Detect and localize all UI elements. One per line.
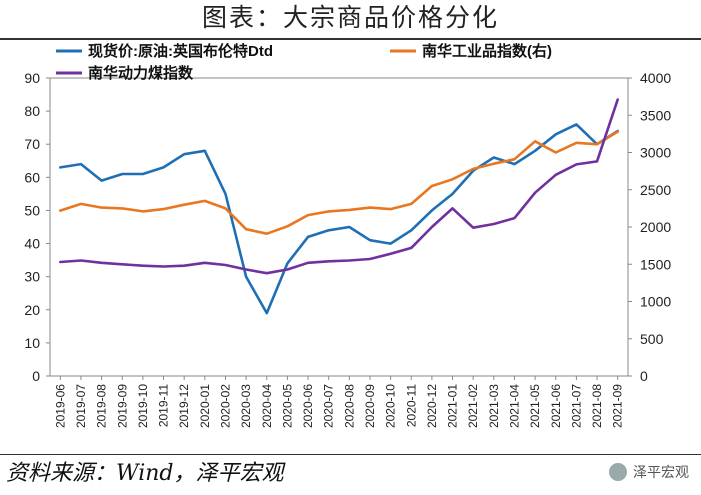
left-tick-label: 20 [24, 302, 40, 318]
series-line-3 [58, 98, 620, 275]
x-tick-label: 2021-01 [446, 384, 460, 428]
x-tick-label: 2019-10 [136, 384, 150, 428]
wechat-icon [609, 463, 627, 481]
x-tick-label: 2019-12 [177, 384, 191, 428]
figure-title: 图表：大宗商品价格分化 [201, 3, 499, 32]
x-tick-label: 2020-04 [260, 384, 274, 428]
x-tick-label: 2019-06 [53, 384, 67, 428]
x-tick-label: 2021-05 [528, 384, 542, 428]
x-tick-label: 2019-11 [157, 384, 171, 427]
right-tick-label: 2500 [640, 182, 671, 198]
x-tick-label: 2020-10 [384, 384, 398, 428]
x-tick-label: 2020-09 [363, 384, 377, 428]
left-tick-label: 80 [24, 103, 40, 119]
brand-label: 泽平宏观 [633, 465, 689, 481]
right-tick-label: 1500 [640, 256, 671, 272]
right-tick-label: 3000 [640, 145, 671, 161]
left-tick-label: 10 [24, 335, 40, 351]
source-note: 资料来源：Wind，泽平宏观 [6, 461, 284, 486]
x-tick-label: 2021-04 [507, 384, 521, 428]
x-tick-label: 2019-08 [95, 384, 109, 428]
left-tick-label: 70 [24, 136, 40, 152]
x-tick-label: 2021-02 [466, 384, 480, 428]
x-tick-label: 2021-09 [611, 384, 625, 428]
series-line-1 [58, 123, 620, 315]
left-tick-label: 40 [24, 236, 40, 252]
x-tick-label: 2019-07 [74, 384, 88, 428]
series-line-2 [58, 130, 620, 235]
x-tick-label: 2020-02 [218, 384, 232, 428]
left-tick-label: 60 [24, 169, 40, 185]
right-tick-label: 2000 [640, 219, 671, 235]
legend-label-1: 现货价:原油:英国布伦特Dtd [88, 42, 273, 60]
x-tick-label: 2019-09 [115, 384, 129, 428]
x-tick-label: 2020-11 [404, 384, 418, 427]
x-tick-label: 2020-03 [239, 384, 253, 428]
series-layer [58, 98, 620, 315]
axes-layer: 0 10 20 30 40 50 60 70 80 90 0 500 1000 1500 2000 2500 3… [24, 70, 671, 428]
legend: 现货价:原油:英国布伦特Dtd 南华工业品指数(右) 南华动力煤指数 [56, 42, 552, 82]
left-tick-label: 90 [24, 70, 40, 86]
x-tick-label: 2020-01 [198, 384, 212, 428]
x-tick-label: 2020-08 [342, 384, 356, 428]
right-tick-label: 3500 [640, 107, 671, 123]
x-tick-label: 2020-06 [301, 384, 315, 428]
x-tick-label: 2020-05 [280, 384, 294, 428]
top-rule [0, 38, 701, 40]
x-tick-label: 2021-08 [590, 384, 604, 428]
bottom-rule [0, 454, 701, 455]
x-tick-label: 2020-12 [425, 384, 439, 428]
right-tick-label: 0 [640, 368, 648, 384]
x-tick-label: 2021-07 [569, 384, 583, 428]
brand-watermark: 泽平宏观 [609, 462, 689, 482]
x-tick-label: 2021-03 [487, 384, 501, 428]
x-tick-label: 2021-06 [549, 384, 563, 428]
x-tick-label: 2020-07 [322, 384, 336, 428]
left-tick-label: 30 [24, 269, 40, 285]
legend-label-2: 南华工业品指数(右) [422, 42, 552, 60]
left-tick-label: 50 [24, 202, 40, 218]
right-tick-label: 1000 [640, 294, 671, 310]
plot-frame [49, 77, 629, 377]
right-tick-label: 4000 [640, 70, 671, 86]
legend-label-3: 南华动力煤指数 [88, 64, 194, 82]
left-tick-label: 0 [32, 368, 40, 384]
right-tick-label: 500 [640, 331, 664, 347]
price-divergence-chart: 0 10 20 30 40 50 60 70 80 90 0 500 1000 1500 2000 2500 3… [24, 42, 671, 428]
